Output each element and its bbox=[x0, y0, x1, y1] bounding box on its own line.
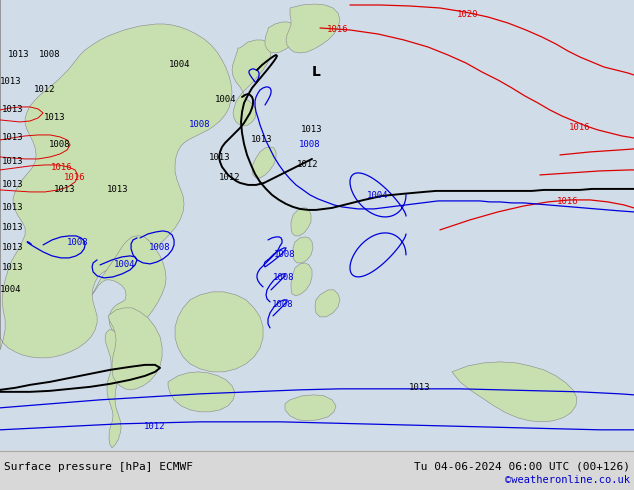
Text: 1004: 1004 bbox=[216, 96, 236, 104]
Text: 1008: 1008 bbox=[67, 239, 89, 247]
Text: 1008: 1008 bbox=[273, 273, 295, 282]
Text: 1012: 1012 bbox=[219, 173, 241, 182]
Polygon shape bbox=[92, 236, 166, 334]
Polygon shape bbox=[108, 308, 162, 390]
Text: 1016: 1016 bbox=[569, 123, 591, 132]
Text: 1013: 1013 bbox=[1, 180, 23, 190]
Text: 1013: 1013 bbox=[44, 114, 66, 122]
Polygon shape bbox=[452, 362, 577, 422]
Text: 1013: 1013 bbox=[1, 133, 23, 143]
Text: 1016: 1016 bbox=[64, 173, 86, 182]
Text: 1008: 1008 bbox=[49, 141, 71, 149]
Polygon shape bbox=[232, 40, 271, 126]
Text: 1008: 1008 bbox=[299, 141, 321, 149]
Text: 1013: 1013 bbox=[209, 153, 231, 163]
Text: 1012: 1012 bbox=[34, 85, 56, 95]
Text: 1016: 1016 bbox=[327, 25, 349, 34]
Text: 1013: 1013 bbox=[1, 223, 23, 232]
Text: 1008: 1008 bbox=[150, 244, 171, 252]
Text: 1004: 1004 bbox=[0, 285, 21, 294]
Polygon shape bbox=[105, 330, 124, 448]
Text: 1004: 1004 bbox=[169, 60, 191, 70]
Text: 1016: 1016 bbox=[51, 164, 73, 172]
Polygon shape bbox=[175, 292, 263, 372]
Text: 1020: 1020 bbox=[457, 10, 479, 20]
Polygon shape bbox=[252, 147, 276, 178]
Text: 1008: 1008 bbox=[272, 300, 294, 309]
Text: 1012: 1012 bbox=[297, 160, 319, 170]
Text: 1013: 1013 bbox=[1, 157, 23, 167]
Text: 1012: 1012 bbox=[145, 422, 166, 431]
Text: 1013: 1013 bbox=[8, 50, 29, 59]
Polygon shape bbox=[291, 263, 312, 296]
Text: L: L bbox=[311, 65, 320, 79]
Text: 1013: 1013 bbox=[1, 264, 23, 272]
Text: 1016: 1016 bbox=[557, 197, 579, 206]
Text: 1008: 1008 bbox=[190, 121, 210, 129]
Polygon shape bbox=[293, 237, 313, 263]
Text: 1013: 1013 bbox=[55, 185, 76, 195]
Text: 1013: 1013 bbox=[1, 105, 23, 115]
Text: 1013: 1013 bbox=[409, 383, 430, 392]
Text: 1013: 1013 bbox=[1, 203, 23, 213]
Text: 1013: 1013 bbox=[251, 135, 273, 145]
Polygon shape bbox=[168, 372, 235, 412]
Text: Surface pressure [hPa] ECMWF: Surface pressure [hPa] ECMWF bbox=[4, 462, 193, 472]
Text: 1008: 1008 bbox=[275, 250, 296, 259]
Text: Tu 04-06-2024 06:00 UTC (00+126): Tu 04-06-2024 06:00 UTC (00+126) bbox=[414, 462, 630, 472]
Polygon shape bbox=[285, 395, 336, 421]
Text: 1008: 1008 bbox=[39, 50, 61, 59]
Polygon shape bbox=[315, 290, 340, 317]
Text: 1013: 1013 bbox=[0, 77, 21, 86]
Text: 1013: 1013 bbox=[301, 125, 323, 134]
Text: 1013: 1013 bbox=[1, 244, 23, 252]
Text: 1013: 1013 bbox=[107, 185, 129, 195]
Polygon shape bbox=[0, 0, 232, 358]
Polygon shape bbox=[291, 208, 311, 236]
Text: 1004: 1004 bbox=[367, 192, 389, 200]
Polygon shape bbox=[286, 4, 340, 53]
Text: ©weatheronline.co.uk: ©weatheronline.co.uk bbox=[505, 475, 630, 485]
Text: 1004: 1004 bbox=[114, 260, 136, 270]
Polygon shape bbox=[265, 22, 297, 53]
